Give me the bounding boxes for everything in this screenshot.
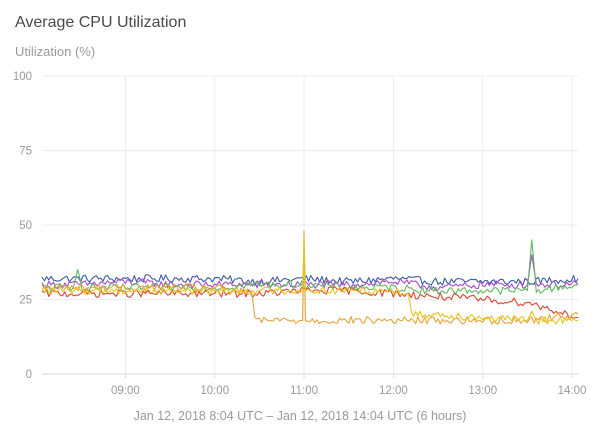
x-tick-label: 09:00 <box>111 385 140 397</box>
chart-title: Average CPU Utilization <box>15 14 187 31</box>
x-tick-label: 10:00 <box>200 385 229 397</box>
series-line-1 <box>41 274 579 286</box>
x-tick-label: 12:00 <box>379 385 408 397</box>
series-line-2 <box>41 254 579 292</box>
grid-layer <box>42 75 578 378</box>
series-line-6 <box>41 239 579 325</box>
time-range-label: Jan 12, 2018 8:04 UTC – Jan 12, 2018 14:… <box>133 409 467 423</box>
y-axis-label: Utilization (%) <box>15 44 96 59</box>
y-tick-label: 25 <box>19 295 32 307</box>
y-tick-label: 50 <box>19 220 32 232</box>
tick-layer: 0 25 50 75 100 09:00 10:00 11:00 12:00 13:00 14:00 <box>13 71 587 397</box>
series-line-5 <box>41 230 579 325</box>
y-tick-label: 100 <box>13 71 32 83</box>
series-layer <box>41 230 579 325</box>
x-tick-label: 11:00 <box>290 385 318 397</box>
y-tick-label: 75 <box>19 146 32 158</box>
series-line-3 <box>41 239 579 295</box>
x-tick-label: 13:00 <box>468 385 497 397</box>
y-tick-label: 0 <box>26 369 32 381</box>
x-tick-label: 14:00 <box>558 385 587 397</box>
